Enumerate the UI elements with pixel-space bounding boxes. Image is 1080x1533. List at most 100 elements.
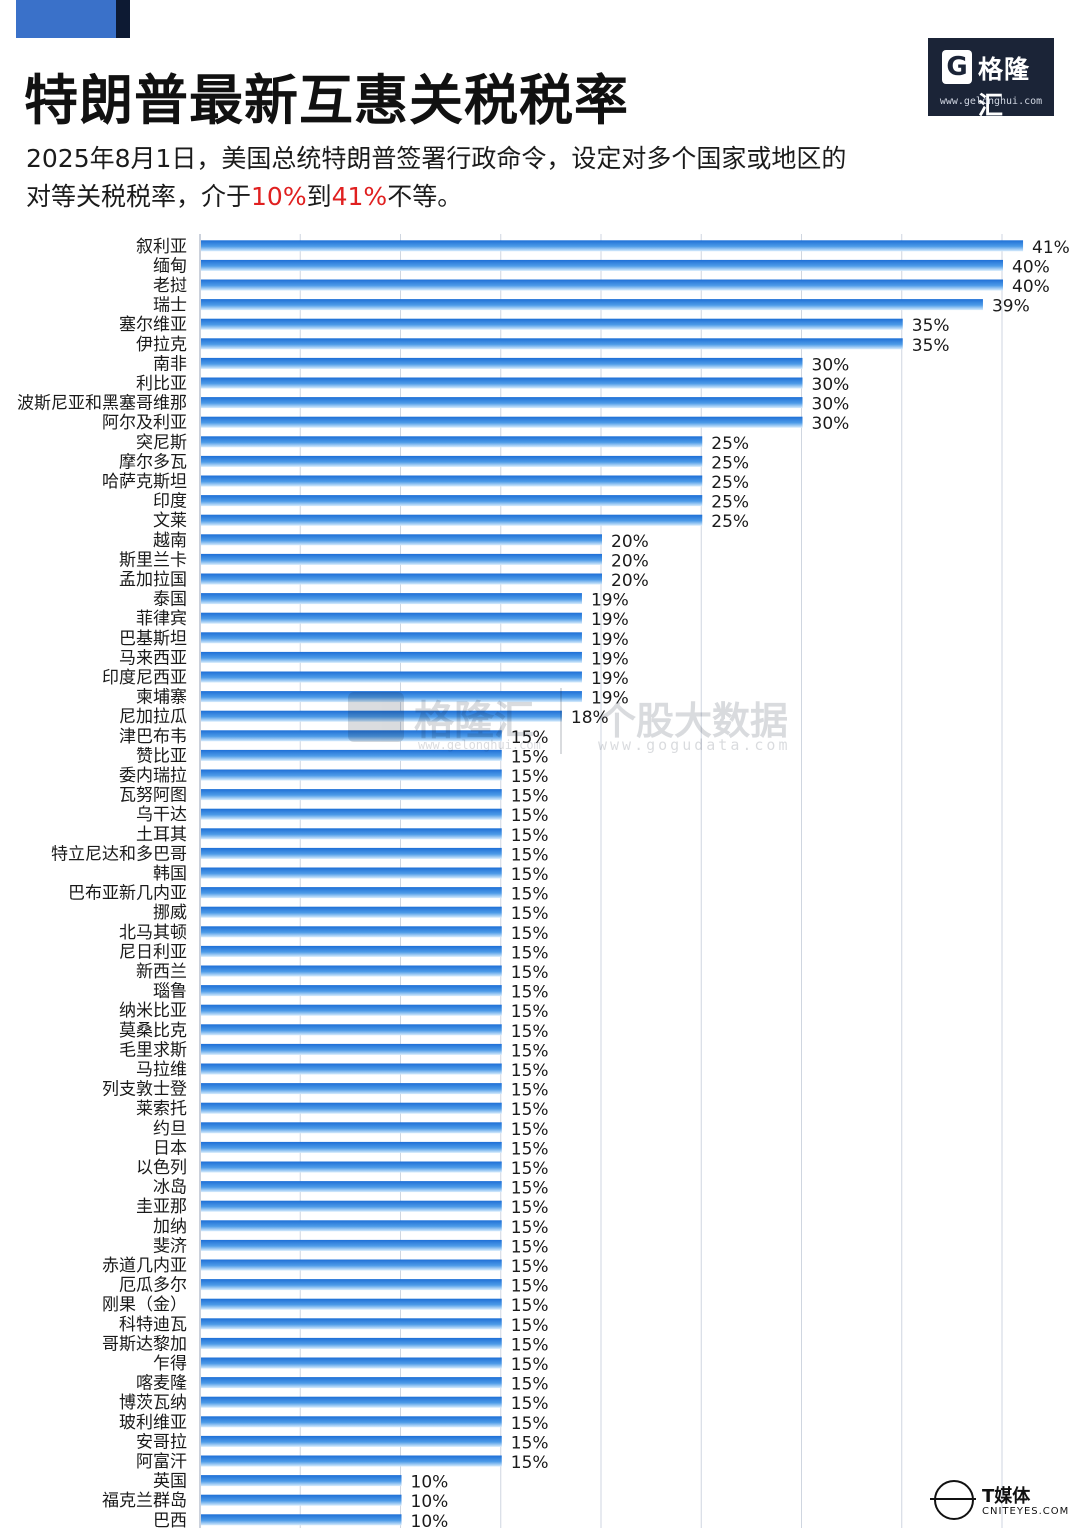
value-label: 35% — [912, 316, 950, 336]
value-label: 15% — [511, 1335, 549, 1355]
logo-url: www.gelonghui.com — [939, 96, 1043, 107]
bar — [201, 1416, 502, 1428]
value-label: 15% — [511, 767, 549, 787]
category-label: 斐济 — [153, 1236, 187, 1256]
bar — [201, 1357, 502, 1369]
value-label: 20% — [611, 571, 649, 591]
value-label: 15% — [511, 1433, 549, 1453]
bar — [201, 299, 983, 311]
category-label: 塞尔维亚 — [119, 315, 187, 335]
value-label: 15% — [511, 1296, 549, 1316]
category-label: 瓦努阿图 — [119, 786, 187, 806]
bar — [201, 710, 562, 722]
bar — [201, 671, 582, 683]
bar — [201, 730, 502, 742]
value-label: 10% — [411, 1512, 449, 1528]
bar — [201, 514, 703, 526]
category-label: 喀麦隆 — [136, 1374, 187, 1394]
tmedia-url: CNITEYES.COM — [982, 1506, 1070, 1517]
value-label: 40% — [1012, 257, 1050, 277]
category-label: 马来西亚 — [119, 648, 187, 668]
bar — [201, 1455, 502, 1467]
category-label: 乍得 — [153, 1354, 187, 1374]
bar — [201, 769, 502, 781]
bar — [201, 1043, 502, 1055]
bar — [201, 985, 502, 997]
category-label: 伊拉克 — [136, 335, 187, 355]
category-label: 英国 — [153, 1472, 187, 1492]
category-label: 巴西 — [153, 1511, 187, 1528]
value-label: 15% — [511, 1100, 549, 1120]
category-label: 刚果（金） — [102, 1295, 187, 1315]
value-label: 30% — [812, 414, 850, 434]
category-label: 列支敦士登 — [102, 1080, 187, 1100]
category-label: 莱索托 — [136, 1099, 187, 1119]
category-label: 瑙鲁 — [153, 982, 187, 1002]
category-label: 柬埔寨 — [136, 688, 187, 708]
value-label: 15% — [511, 1179, 549, 1199]
category-label: 波斯尼亚和黑塞哥维那 — [17, 394, 187, 414]
category-label: 叙利亚 — [136, 237, 187, 257]
value-label: 15% — [511, 963, 549, 983]
value-label: 15% — [511, 1159, 549, 1179]
bar — [201, 808, 502, 820]
value-label: 19% — [591, 689, 629, 709]
category-label: 韩国 — [153, 864, 187, 884]
category-label: 巴布亚新几内亚 — [68, 884, 187, 904]
value-label: 15% — [511, 1218, 549, 1238]
value-label: 10% — [411, 1473, 449, 1493]
bar — [201, 1337, 502, 1349]
gelonghui-logo: G 格隆汇 www.gelonghui.com — [928, 38, 1054, 120]
value-label: 25% — [711, 453, 749, 473]
value-label: 40% — [1012, 277, 1050, 297]
value-label: 15% — [511, 845, 549, 865]
value-label: 15% — [511, 1120, 549, 1140]
category-label: 科特迪瓦 — [119, 1315, 187, 1335]
value-label: 25% — [711, 512, 749, 532]
category-label: 尼加拉瓜 — [119, 707, 187, 727]
category-label: 委内瑞拉 — [119, 766, 187, 786]
bar — [201, 847, 502, 859]
bar — [201, 1475, 402, 1487]
category-label: 印度 — [153, 492, 187, 512]
bar — [201, 1181, 502, 1193]
category-label: 安哥拉 — [136, 1432, 187, 1452]
bar — [201, 1141, 502, 1153]
value-label: 15% — [511, 1081, 549, 1101]
category-label: 哥斯达黎加 — [102, 1334, 187, 1354]
value-label: 15% — [511, 1316, 549, 1336]
category-label: 阿富汗 — [136, 1452, 187, 1472]
bar — [201, 965, 502, 977]
category-label: 厄瓜多尔 — [119, 1276, 187, 1296]
bar — [201, 1318, 502, 1330]
subtitle: 2025年8月1日，美国总统特朗普签署行政命令，设定对多个国家或地区的 对等关税… — [26, 140, 846, 216]
bar — [201, 1102, 502, 1114]
subtitle-text-a: 对等关税税率，介于 — [26, 182, 252, 211]
subtitle-text-c: 到 — [306, 182, 332, 211]
subtitle-line-2: 对等关税税率，介于10%到41%不等。 — [26, 178, 846, 216]
header-accent-notch — [116, 0, 130, 38]
bar — [201, 1083, 502, 1095]
value-label: 15% — [511, 983, 549, 1003]
bar — [201, 1220, 502, 1232]
bar — [201, 377, 803, 389]
bar — [201, 1063, 502, 1075]
value-label: 25% — [711, 434, 749, 454]
category-label: 福克兰群岛 — [102, 1491, 187, 1511]
category-label: 土耳其 — [136, 825, 187, 845]
category-label: 利比亚 — [136, 374, 187, 394]
value-label: 41% — [1032, 238, 1070, 258]
value-label: 30% — [812, 395, 850, 415]
category-label: 乌干达 — [136, 805, 187, 825]
value-label: 15% — [511, 924, 549, 944]
value-label: 15% — [511, 1041, 549, 1061]
logo-g-icon: G — [942, 50, 972, 84]
value-label: 19% — [591, 610, 629, 630]
value-label: 15% — [511, 1002, 549, 1022]
value-label: 15% — [511, 904, 549, 924]
value-label: 15% — [511, 728, 549, 748]
subtitle-min-rate: 10% — [251, 182, 307, 211]
bar — [201, 553, 602, 565]
bar — [201, 789, 502, 801]
value-label: 15% — [511, 1355, 549, 1375]
